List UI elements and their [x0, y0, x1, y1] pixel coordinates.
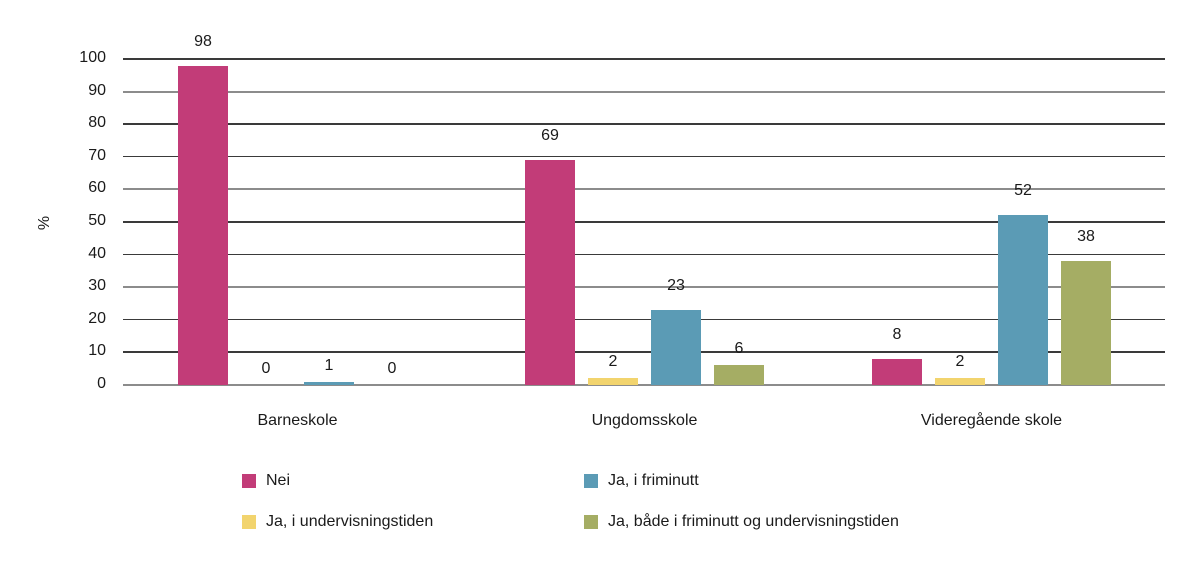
gridline [123, 188, 1165, 191]
value-label: 52 [1014, 182, 1032, 200]
value-label: 0 [387, 360, 397, 377]
value-label: 8 [892, 325, 902, 343]
bar [998, 215, 1048, 385]
y-axis-label: % [36, 215, 54, 231]
bar [1061, 261, 1111, 385]
gridline [123, 351, 1165, 353]
y-tick-label: 0 [97, 375, 106, 392]
value-label: 6 [734, 340, 744, 358]
value-label: 0 [261, 360, 271, 377]
category-label: Barneskole [257, 412, 338, 429]
value-label: 98 [194, 32, 212, 50]
legend-label: Ja, i friminutt [608, 472, 699, 489]
legend-item: Ja, i undervisningstiden [242, 513, 433, 531]
value-label: 2 [608, 353, 618, 371]
bar [525, 160, 575, 385]
value-label: 69 [541, 127, 559, 145]
legend-swatch-icon [584, 515, 598, 529]
y-tick-label: 10 [88, 342, 106, 360]
gridline [123, 58, 1165, 60]
value-label: 2 [955, 353, 965, 371]
bar [178, 65, 228, 385]
legend-swatch-icon [242, 474, 256, 488]
value-label: 1 [324, 356, 334, 374]
bar [304, 381, 354, 385]
legend-swatch-icon [242, 515, 256, 529]
legend-item: Nei [242, 472, 290, 490]
y-tick-label: 70 [88, 146, 106, 164]
value-label: 38 [1077, 228, 1095, 246]
category-label: Videregående skole [920, 412, 1063, 429]
legend-item: Ja, både i friminutt og undervisningstid… [584, 513, 899, 531]
y-tick-label: 100 [79, 49, 106, 66]
bar [935, 378, 985, 385]
bar [714, 365, 764, 385]
category-label: Ungdomsskole [591, 412, 698, 429]
bar [872, 358, 922, 385]
y-tick-label: 40 [88, 244, 106, 262]
gridline [123, 221, 1165, 223]
y-tick-label: 80 [88, 114, 106, 132]
value-label: 23 [667, 277, 685, 295]
legend-label: Nei [266, 472, 291, 489]
y-tick-label: 90 [88, 81, 106, 99]
bar [588, 378, 638, 385]
y-tick-label: 50 [88, 212, 106, 229]
gridline [123, 253, 1165, 256]
bar [651, 310, 701, 385]
y-tick-label: 20 [88, 309, 106, 327]
y-tick-label: 30 [88, 277, 106, 295]
gridline [123, 318, 1165, 321]
legend-swatch-icon [584, 474, 598, 488]
gridline [123, 155, 1165, 158]
gridline [123, 90, 1165, 93]
gridline [123, 123, 1165, 125]
legend-label: Ja, både i friminutt og undervisningstid… [608, 513, 899, 530]
gridline [123, 286, 1165, 289]
legend-label: Ja, i undervisningstiden [266, 513, 434, 530]
gridline [123, 384, 1165, 386]
legend-item: Ja, i friminutt [584, 472, 699, 490]
y-tick-label: 60 [88, 179, 106, 197]
